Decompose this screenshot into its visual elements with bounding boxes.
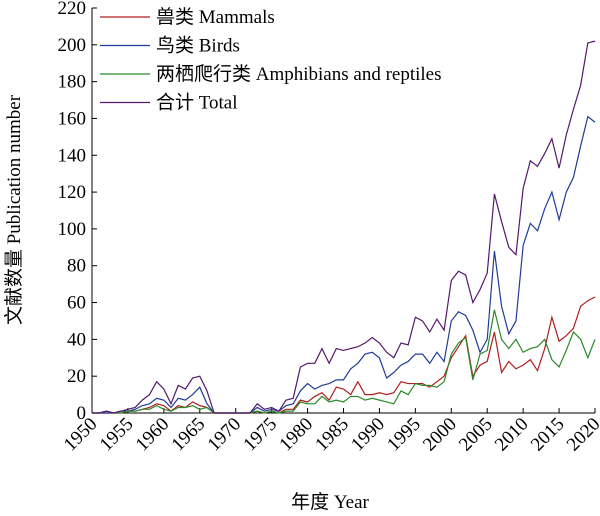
- y-tick-label: 180: [58, 72, 87, 93]
- y-tick-label: 40: [67, 329, 86, 350]
- x-tick-label: 2010: [491, 414, 533, 456]
- x-tick-label: 1995: [383, 414, 425, 456]
- x-tick-label: 1950: [60, 414, 102, 456]
- y-tick-label: 200: [58, 35, 87, 56]
- y-tick-label: 140: [58, 145, 87, 166]
- y-tick-label: 60: [67, 293, 86, 314]
- y-tick-label: 0: [77, 403, 87, 424]
- x-tick-label: 2000: [419, 414, 461, 456]
- y-tick-label: 220: [58, 0, 87, 19]
- y-tick-label: 20: [67, 366, 86, 387]
- series-line: [92, 309, 596, 414]
- y-tick-label: 120: [58, 182, 87, 203]
- y-tick-label: 160: [58, 108, 87, 129]
- x-tick-label: 2005: [455, 414, 497, 456]
- legend-label: 鸟类 Birds: [156, 35, 240, 57]
- x-tick-label: 1955: [96, 414, 138, 456]
- x-tick-label: 1980: [275, 414, 317, 456]
- x-tick-label: 1990: [347, 414, 389, 456]
- legend-label: 兽类 Mammals: [156, 6, 275, 28]
- x-tick-label: 1975: [239, 414, 281, 456]
- y-tick-label: 100: [58, 219, 87, 240]
- x-tick-label: 2020: [563, 414, 600, 456]
- x-axis-label: 年度 Year: [291, 491, 369, 513]
- legend-label: 两栖爬行类 Amphibians and reptiles: [156, 63, 442, 85]
- series-line: [92, 40, 596, 414]
- legend-label: 合计 Total: [156, 92, 238, 114]
- y-tick-label: 80: [67, 256, 86, 277]
- series-line: [92, 296, 596, 414]
- series-line: [92, 115, 596, 414]
- x-tick-label: 2015: [527, 414, 569, 456]
- y-axis-label: 文献数量 Publication number: [3, 94, 25, 325]
- x-tick-label: 1960: [132, 414, 174, 456]
- x-tick-label: 1965: [168, 414, 210, 456]
- x-tick-label: 1985: [311, 414, 353, 456]
- x-tick-label: 1970: [204, 414, 246, 456]
